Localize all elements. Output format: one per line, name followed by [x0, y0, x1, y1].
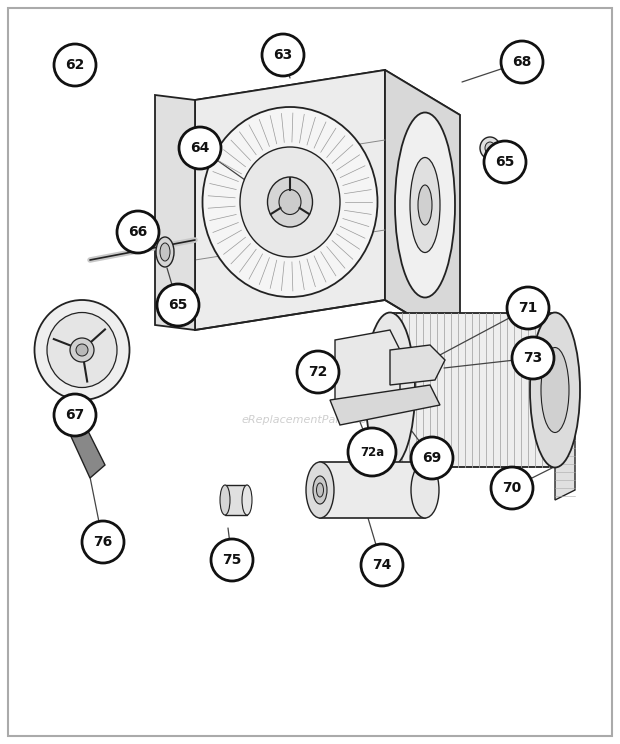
- Ellipse shape: [485, 142, 495, 154]
- Ellipse shape: [279, 190, 301, 214]
- Circle shape: [117, 211, 159, 253]
- Ellipse shape: [480, 137, 500, 159]
- Ellipse shape: [411, 462, 439, 518]
- Polygon shape: [335, 330, 400, 420]
- Ellipse shape: [313, 476, 327, 504]
- Polygon shape: [320, 462, 425, 518]
- Ellipse shape: [240, 147, 340, 257]
- Text: 65: 65: [495, 155, 515, 169]
- Ellipse shape: [410, 158, 440, 252]
- Circle shape: [484, 141, 526, 183]
- Circle shape: [54, 44, 96, 86]
- Circle shape: [211, 539, 253, 581]
- Ellipse shape: [541, 347, 569, 432]
- Polygon shape: [155, 95, 195, 330]
- Circle shape: [82, 521, 124, 563]
- Ellipse shape: [365, 312, 415, 467]
- Ellipse shape: [316, 483, 324, 497]
- Circle shape: [54, 394, 96, 436]
- Text: 75: 75: [223, 553, 242, 567]
- Polygon shape: [555, 420, 575, 500]
- Ellipse shape: [220, 485, 230, 515]
- Ellipse shape: [395, 112, 455, 298]
- Ellipse shape: [203, 107, 378, 297]
- Circle shape: [179, 127, 221, 169]
- Ellipse shape: [530, 312, 580, 467]
- Ellipse shape: [418, 185, 432, 225]
- Text: 62: 62: [65, 58, 85, 72]
- Polygon shape: [195, 70, 460, 148]
- Text: 74: 74: [373, 558, 392, 572]
- Circle shape: [411, 437, 453, 479]
- Text: 63: 63: [273, 48, 293, 62]
- Ellipse shape: [267, 177, 312, 227]
- Ellipse shape: [306, 462, 334, 518]
- Circle shape: [297, 351, 339, 393]
- Circle shape: [348, 428, 396, 476]
- Text: 76: 76: [94, 535, 113, 549]
- Polygon shape: [330, 385, 440, 425]
- Polygon shape: [68, 415, 105, 478]
- Text: 65: 65: [168, 298, 188, 312]
- Text: 72: 72: [308, 365, 328, 379]
- Circle shape: [361, 544, 403, 586]
- Circle shape: [512, 337, 554, 379]
- Ellipse shape: [160, 243, 170, 261]
- Circle shape: [70, 338, 94, 362]
- Circle shape: [501, 41, 543, 83]
- Text: 70: 70: [502, 481, 521, 495]
- Ellipse shape: [47, 312, 117, 388]
- Text: 73: 73: [523, 351, 542, 365]
- Polygon shape: [225, 485, 247, 515]
- Circle shape: [507, 287, 549, 329]
- Polygon shape: [385, 70, 460, 345]
- Text: 69: 69: [422, 451, 441, 465]
- Ellipse shape: [242, 485, 252, 515]
- Circle shape: [262, 34, 304, 76]
- Polygon shape: [195, 70, 385, 330]
- Text: 64: 64: [190, 141, 210, 155]
- Polygon shape: [390, 313, 555, 467]
- Text: 68: 68: [512, 55, 532, 69]
- Polygon shape: [390, 345, 445, 385]
- Circle shape: [157, 284, 199, 326]
- Text: 71: 71: [518, 301, 538, 315]
- Text: 72a: 72a: [360, 446, 384, 458]
- Ellipse shape: [35, 300, 130, 400]
- Circle shape: [76, 344, 88, 356]
- Text: eReplacementParts.com: eReplacementParts.com: [242, 415, 378, 425]
- Text: 66: 66: [128, 225, 148, 239]
- Ellipse shape: [156, 237, 174, 267]
- Text: 67: 67: [65, 408, 84, 422]
- Circle shape: [491, 467, 533, 509]
